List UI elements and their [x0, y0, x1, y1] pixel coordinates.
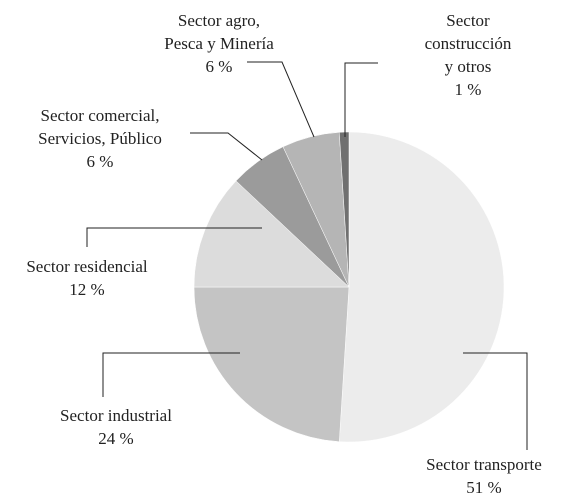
leader-line [102, 352, 240, 397]
value-label: 6 % [86, 152, 114, 171]
leader-lines [86, 61, 528, 450]
leader-line [86, 227, 262, 247]
value-label: 1 % [454, 80, 482, 99]
pie-slice [193, 180, 350, 288]
leader-line [190, 132, 263, 161]
value-label: 51 % [466, 478, 502, 497]
slice-label: Sector transporte 51 % [384, 453, 562, 499]
value-label: 12 % [69, 280, 105, 299]
slice-label: Sector agro, Pesca y Minería 6 % [119, 9, 319, 78]
category-label: Sector residencial [26, 257, 148, 276]
value-label: 6 % [205, 57, 233, 76]
category-label: Sector comercial, Servicios, Público [38, 106, 162, 148]
slice-label: Sector comercial, Servicios, Público 6 % [0, 104, 200, 173]
slice-label: Sector residencial 12 % [0, 255, 187, 301]
pie-slice [339, 131, 505, 443]
pie-slice [339, 131, 350, 288]
leader-line [344, 62, 378, 137]
category-label: Sector transporte [426, 455, 542, 474]
slice-label: Sector industrial 24 % [16, 404, 216, 450]
value-label: 24 % [98, 429, 134, 448]
category-label: Sector industrial [60, 406, 172, 425]
category-label: Sector construcción y otros [424, 11, 512, 76]
pie-slice [193, 286, 350, 442]
leader-line [463, 352, 528, 450]
slice-label: Sector construcción y otros 1 % [368, 9, 562, 101]
leader-line [247, 61, 315, 138]
category-label: Sector agro, Pesca y Minería [164, 11, 274, 53]
